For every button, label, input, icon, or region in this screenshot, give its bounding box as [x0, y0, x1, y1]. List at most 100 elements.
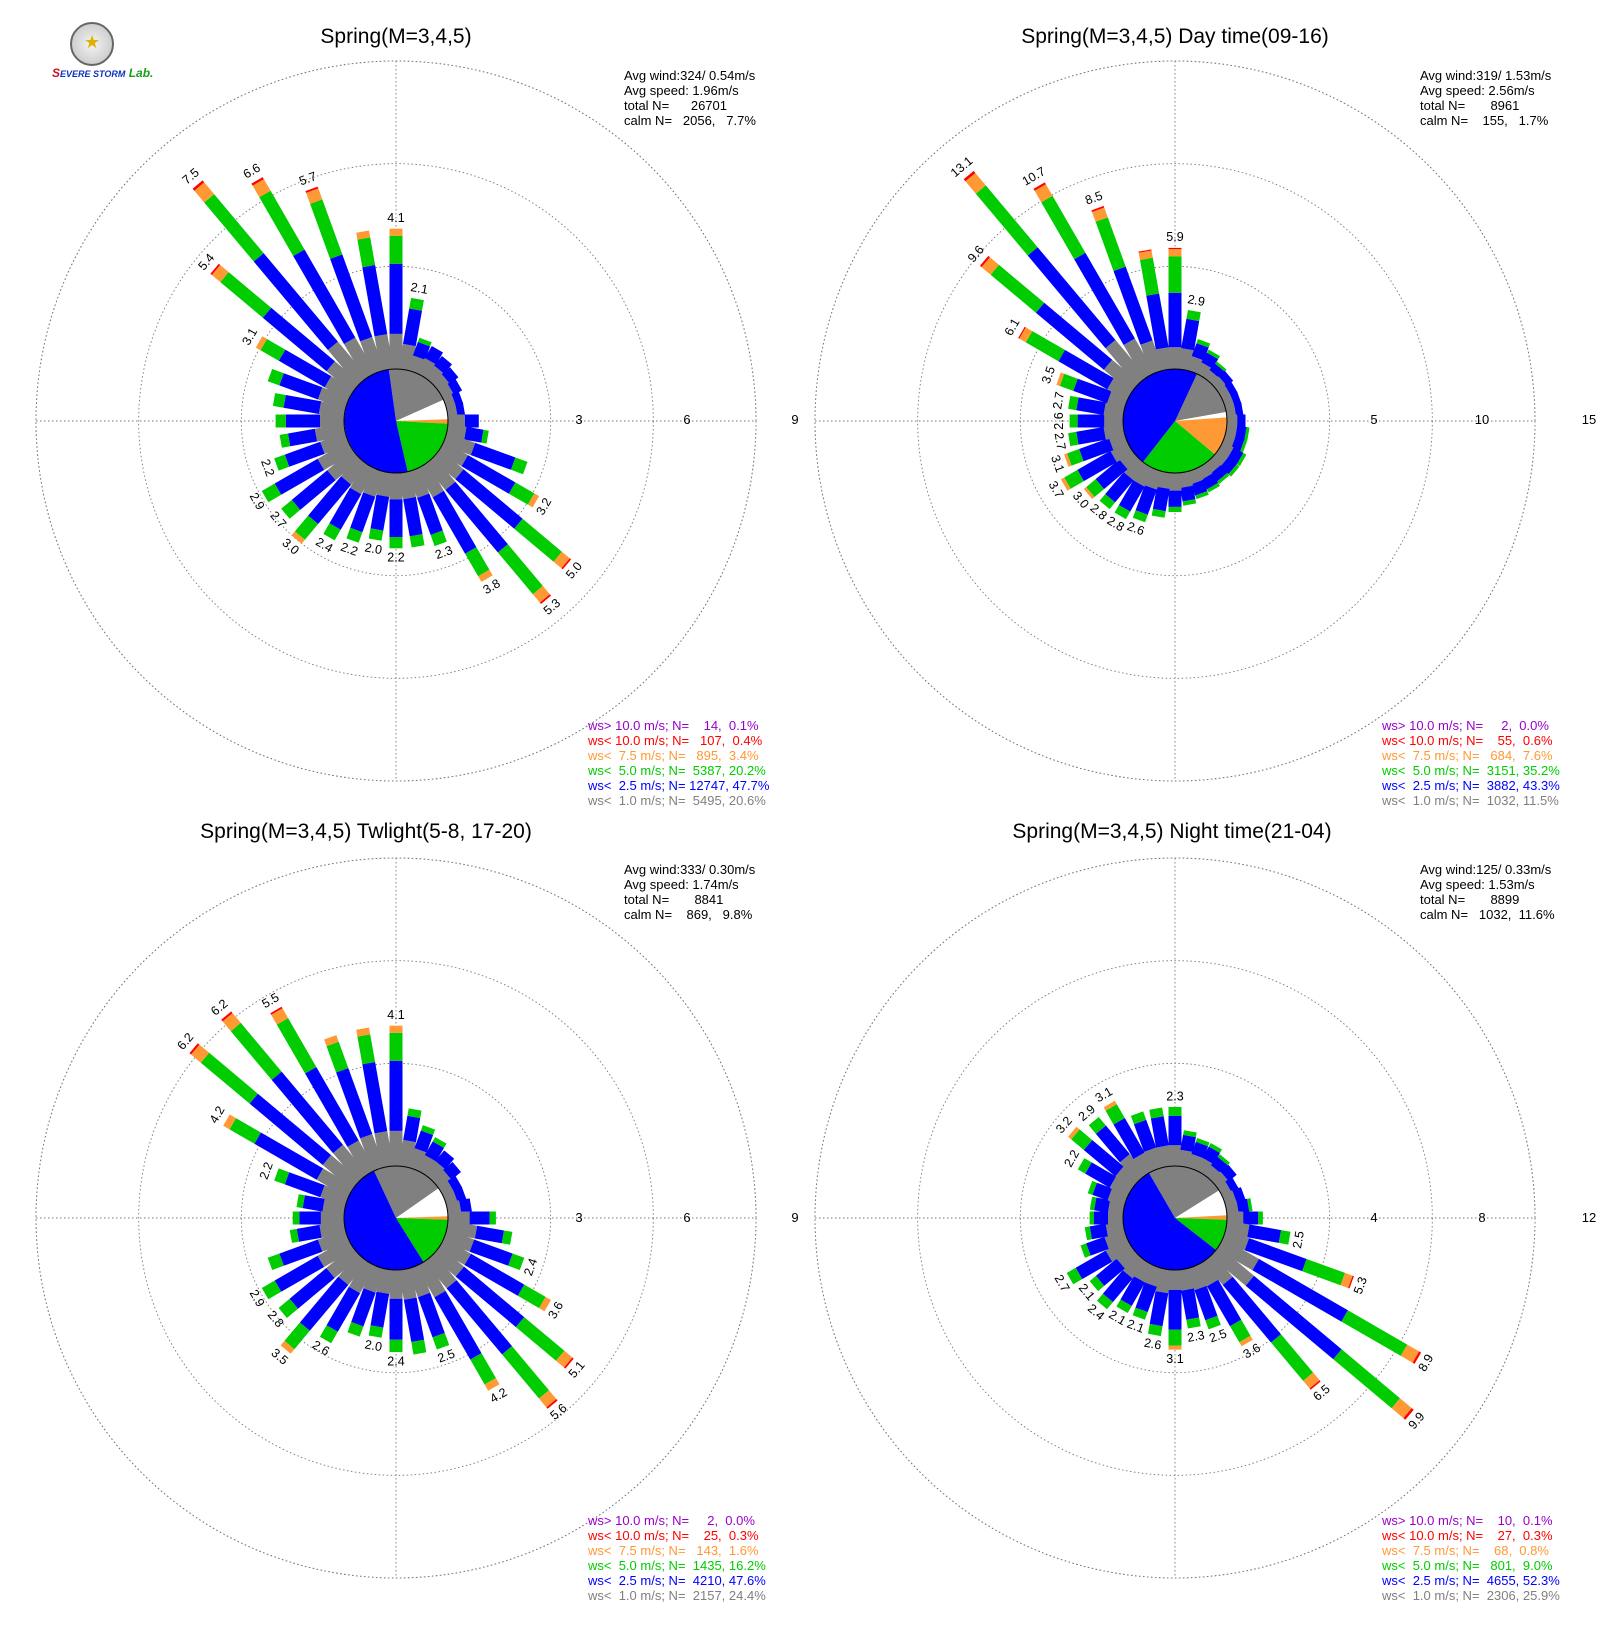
panel-2-bar-300-lt7_5 — [1019, 327, 1033, 343]
panel-1-bar-260-lt1 — [314, 423, 346, 442]
panel-4-bar-150-lt2_5 — [1206, 1279, 1242, 1327]
panel-4-bar-160deg — [1186, 1264, 1221, 1330]
panel-2-bar-270-lt1 — [1104, 414, 1123, 428]
panel-2-bar-350-lt7_5 — [1138, 250, 1153, 260]
panel-2-bar-20-lt2_5 — [1191, 343, 1209, 361]
panel-2-bar-220-lt2_5 — [1105, 472, 1134, 503]
panel-4-pie-slice-2 — [1175, 1215, 1228, 1220]
panel-2: 5.92.92.62.82.83.03.73.12.72.62.73.56.19… — [814, 25, 1596, 808]
panel-3-bar-250-lt2_5 — [279, 1239, 323, 1266]
panel-3-bar-310-lt1 — [322, 1155, 361, 1190]
panel-2-bar-70-lt2_5 — [1230, 391, 1242, 407]
panel-1-bar-290-lt1 — [317, 387, 350, 410]
panel-4-bar-160-lt2_5 — [1194, 1285, 1218, 1321]
panel-2-bar-270-lt5 — [1069, 414, 1078, 428]
panel-3-bar-50deg — [431, 1162, 461, 1190]
panel-3-bar-250-lt5 — [267, 1253, 284, 1270]
panel-3-bar-0-lt1 — [389, 1130, 403, 1166]
panel-3-bar-40-lt2_5 — [435, 1150, 455, 1170]
panel-3-pie-slice-4 — [344, 1170, 424, 1270]
panel-4-bar-330-lt7_5 — [1103, 1100, 1117, 1111]
panel-4-bar-40-lt5 — [1217, 1154, 1230, 1166]
panel-2-bar-90deg — [1227, 414, 1246, 428]
panel-3-bar-270-lt5 — [292, 1211, 300, 1225]
panel-1-bar-10-lt5 — [409, 297, 424, 311]
panel-4-bar-170deg — [1177, 1268, 1201, 1329]
panel-2-bar-label-0: 5.9 — [1166, 230, 1183, 244]
panel-4-bar-0deg — [1168, 1107, 1182, 1166]
panel-1-bar-300-lt5 — [260, 339, 286, 361]
panel-1-bar-label-180: 2.2 — [387, 551, 404, 565]
panel-2-bar-330deg — [1033, 182, 1155, 380]
panel-1-bar-220deg — [291, 456, 368, 544]
panel-2-bar-label-280: 2.7 — [1050, 391, 1067, 411]
panel-3-bar-270-lt1 — [320, 1211, 344, 1225]
panel-4-bar-250-lt5 — [1080, 1243, 1091, 1258]
panel-4-bar-230-lt1 — [1116, 1246, 1140, 1269]
panel-4-bar-110-lt5 — [1302, 1259, 1345, 1286]
panel-1-bar-190deg — [368, 471, 394, 541]
panel-3-bar-290-lt5 — [274, 1168, 290, 1185]
panel-3-bar-label-160: 2.5 — [436, 1346, 457, 1365]
panel-2-bar-300deg — [1018, 326, 1134, 401]
panel-2-bar-140-lt5 — [1217, 473, 1230, 484]
panel-4-bar-20-lt2_5 — [1191, 1141, 1209, 1159]
panel-3-bar-240-lt5 — [261, 1280, 282, 1300]
panel-4-bar-340-lt5 — [1130, 1111, 1147, 1125]
panel-2-outer-ring — [814, 60, 1536, 782]
panel-2-bar-190-lt5 — [1151, 508, 1166, 518]
panel-3-bar-200deg — [347, 1264, 385, 1337]
panel-3-bar-0-lt2_5 — [389, 1060, 403, 1131]
panel-2-ring-label-1: 5 — [1370, 412, 1377, 427]
panel-2-bar-220-lt1 — [1123, 456, 1147, 481]
panel-3-legend: ws> 10.0 m/s; N= 2, 0.0% ws< 10.0 m/s; N… — [587, 1513, 766, 1603]
panel-1-bar-270deg — [275, 414, 344, 428]
panel-1-bar-140-lt1 — [424, 456, 456, 490]
panel-1-bar-100-lt2_5 — [464, 426, 484, 443]
panel-2-calm-n: calm N= 155, 1.7% — [1420, 113, 1549, 128]
panel-2-bar-320-lt5 — [975, 185, 1038, 256]
university-seal-icon — [70, 22, 114, 66]
panel-3-bar-160-lt2_5 — [417, 1292, 445, 1338]
panel-4-outer-ring — [814, 857, 1536, 1579]
panel-4-bar-label-180: 3.1 — [1166, 1352, 1183, 1366]
panel-3-bar-330-lt1 — [347, 1140, 376, 1177]
panel-3-bar-160deg — [407, 1264, 450, 1350]
panel-1-bar-340deg — [305, 186, 385, 375]
panel-4-bar-label-330: 3.1 — [1093, 1084, 1115, 1105]
panel-1-bar-290-lt5 — [267, 369, 284, 386]
panel-2-bar-label-260: 2.7 — [1052, 431, 1069, 451]
panel-1-bar-170-lt1 — [398, 471, 416, 500]
panel-2-bar-230-lt1 — [1119, 449, 1140, 470]
panel-2-bar-110-lt5 — [1240, 439, 1248, 453]
panel-1-bar-70-lt2_5 — [451, 391, 464, 407]
panel-3-legend-lt10: ws< 10.0 m/s; N= 25, 0.3% — [587, 1528, 759, 1543]
panel-4-bar-180-lt1 — [1168, 1270, 1182, 1290]
panel-3-bar-80-lt2_5 — [459, 1198, 472, 1214]
panel-3-bar-130-lt10 — [564, 1357, 574, 1369]
panel-4-bar-100-lt2_5 — [1247, 1224, 1282, 1243]
panel-3-bar-330-lt7_5 — [271, 1008, 289, 1025]
panel-4-bar-0-lt5 — [1168, 1107, 1182, 1116]
panel-1-bar-310-lt2_5 — [262, 307, 335, 372]
panel-2-bar-310-lt1 — [1103, 359, 1140, 393]
panel-2-pie-slice-2 — [1175, 417, 1228, 455]
panel-1-bar-160deg — [407, 467, 447, 547]
panel-4-bar-140-lt1 — [1203, 1253, 1233, 1285]
panel-4-bar-180-lt5 — [1168, 1329, 1182, 1346]
panel-4-total-n: total N= 8899 — [1420, 892, 1519, 907]
panel-2-bar-30-lt5 — [1207, 349, 1220, 360]
panel-2-bar-220deg — [1099, 456, 1147, 510]
panel-2-bar-190-lt2_5 — [1152, 486, 1170, 512]
panel-4-bar-210-lt5 — [1116, 1299, 1132, 1313]
panel-3-bar-300-lt5 — [229, 1118, 261, 1144]
panel-1-bar-20-lt2_5 — [412, 341, 431, 360]
panel-1-bar-330-lt5 — [259, 190, 305, 256]
panel-4-bar-280-lt2_5 — [1094, 1197, 1111, 1213]
panel-3-bar-10-lt5 — [407, 1108, 422, 1119]
panel-1-bar-180-lt5 — [389, 537, 403, 549]
panel-2-bar-340-lt10 — [1091, 205, 1105, 212]
panel-2-bar-240-lt7_5 — [1060, 477, 1071, 491]
panel-4-bar-90deg — [1227, 1211, 1263, 1225]
panel-3-bar-260-lt5 — [289, 1228, 299, 1243]
